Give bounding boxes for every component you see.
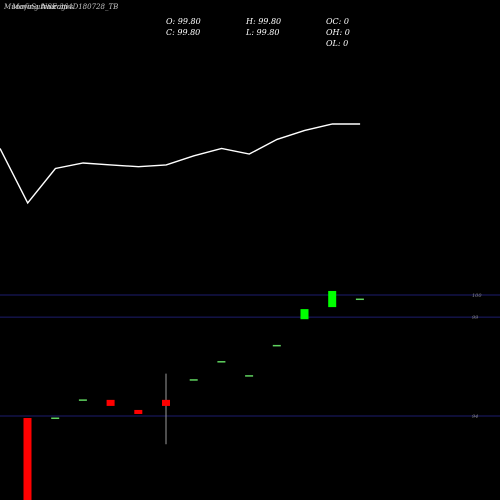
stat-ol: OL: 0	[326, 39, 349, 48]
candle-body	[272, 344, 281, 347]
chart-kind: Moving Averages	[12, 3, 74, 11]
candle	[272, 344, 281, 347]
candle	[217, 361, 226, 363]
candle	[189, 379, 198, 381]
candle	[23, 418, 32, 500]
candle-body	[78, 399, 87, 401]
candle	[78, 399, 87, 401]
candle-body	[51, 417, 60, 420]
ohlc-open: O: 99.80	[166, 17, 201, 26]
candle-body	[189, 379, 198, 381]
candle	[134, 409, 143, 414]
candle-body	[328, 290, 337, 308]
moving-average-line	[0, 123, 361, 205]
candle	[162, 373, 170, 445]
ohlc-low: L: 99.80	[246, 28, 280, 37]
price-grid	[0, 294, 500, 417]
candle-body	[162, 399, 170, 406]
y-tick-label: 100	[472, 293, 482, 299]
candle	[51, 417, 60, 420]
moving-average-panel	[0, 123, 361, 205]
candle-body	[134, 409, 143, 414]
candlestick-panel	[23, 290, 364, 500]
candle-body	[217, 361, 226, 363]
price-axis-labels: 100 99 94	[472, 293, 482, 420]
candle	[300, 309, 309, 320]
ohlc-high: H: 99.80	[246, 17, 282, 26]
ohlc-close: C: 99.80	[166, 28, 201, 37]
stat-oh: OH: 0	[326, 28, 350, 37]
candle-body	[300, 309, 309, 320]
candle-body	[355, 298, 364, 301]
candle-body	[106, 399, 115, 406]
candle	[328, 290, 337, 308]
site-name: MunafaSutra.com	[4, 3, 68, 11]
symbol-name: NSE 364D180728_TB	[41, 3, 119, 11]
y-tick-label: 99	[472, 315, 479, 321]
candle-body	[23, 418, 32, 500]
candle	[355, 298, 364, 301]
y-tick-label: 94	[472, 414, 478, 420]
stat-oc: OC: 0	[326, 17, 350, 26]
candle-body	[245, 375, 254, 377]
candle	[245, 375, 254, 377]
candle	[106, 399, 115, 406]
